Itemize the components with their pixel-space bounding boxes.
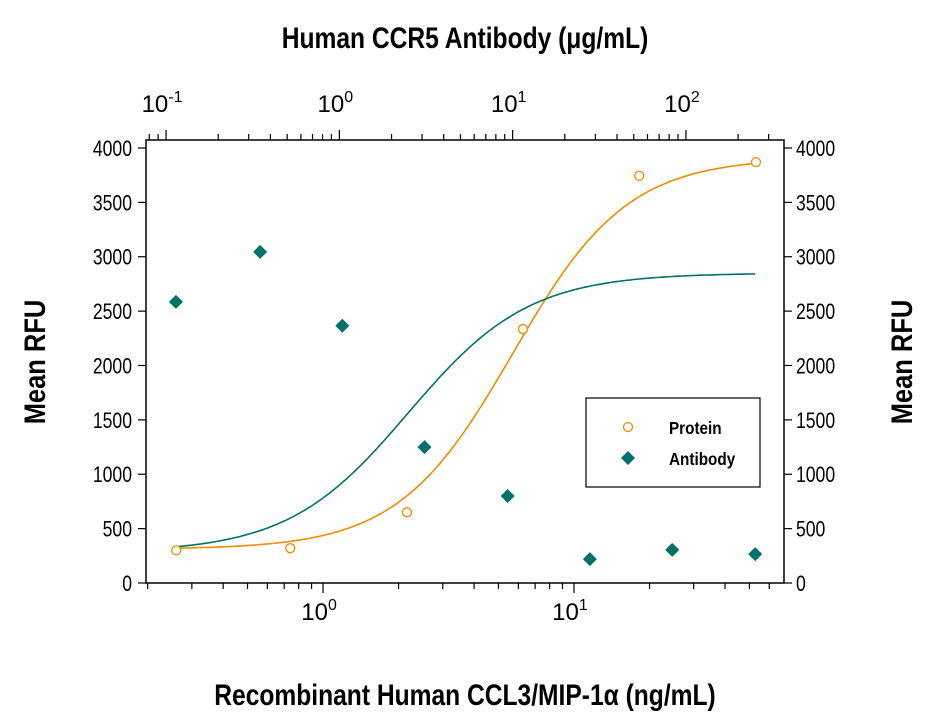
data-point-antibody (253, 244, 268, 259)
y-tick-label-right: 500 (796, 518, 825, 542)
legend-marker-protein (622, 421, 634, 433)
x-axis-label: Recombinant Human CCL3/MIP-1α (ng/mL) (214, 678, 715, 712)
y-axis-label-right: Mean RFU (885, 300, 918, 425)
x-top-tick-label: 100 (318, 89, 354, 118)
fit-curve-protein (176, 162, 756, 549)
data-point-antibody (335, 318, 350, 333)
data-point-protein (750, 156, 762, 168)
y-tick-label-left: 2000 (93, 355, 132, 379)
y-tick-label-right: 3000 (796, 246, 835, 270)
y-tick-label-left: 3500 (93, 192, 132, 216)
data-point-protein (401, 507, 413, 518)
y-tick-label-right: 2500 (796, 300, 835, 324)
legend-marker-antibody (621, 451, 635, 465)
legend-box (585, 397, 761, 488)
data-point-protein (634, 170, 645, 181)
legend: Protein Antibody (585, 397, 761, 488)
y-tick-label-left: 3000 (93, 246, 132, 270)
y-tick-label-right: 0 (796, 572, 806, 596)
y-tick-label-left: 4000 (93, 137, 132, 161)
x-bottom-tick-label: 101 (552, 597, 588, 626)
y-tick-label-left: 2500 (93, 300, 132, 324)
y-axis-label-left: Mean RFU (18, 300, 51, 425)
y-tick-label-right: 4000 (796, 137, 835, 161)
chart-title: Human CCR5 Antibody (μg/mL) (282, 21, 649, 55)
x-bottom-tick-label: 100 (301, 597, 337, 626)
x-top-tick-label: 102 (664, 89, 700, 118)
y-tick-label-right: 2000 (796, 355, 835, 379)
y-tick-label-right: 1500 (796, 409, 835, 433)
y-tick-label-left: 1000 (93, 463, 132, 487)
y-tick-label-left: 500 (103, 518, 132, 542)
data-point-antibody (168, 294, 183, 309)
data-point-protein (517, 323, 529, 335)
data-point-antibody (500, 489, 515, 503)
legend-label-antibody: Antibody (669, 449, 736, 469)
plot-frame (145, 139, 785, 584)
data-point-protein (171, 545, 182, 556)
y-tick-label-right: 1000 (796, 463, 835, 487)
y-tick-label-left: 0 (122, 572, 132, 596)
data-point-antibody (665, 542, 680, 557)
x-top-tick-label: 101 (491, 89, 527, 118)
data-point-antibody (417, 440, 432, 455)
fit-curve-antibody (175, 273, 756, 548)
legend-label-protein: Protein (669, 418, 722, 438)
data-point-antibody (582, 552, 597, 567)
data-point-protein (285, 543, 296, 554)
y-tick-label-left: 1500 (93, 409, 132, 433)
data-point-antibody (748, 547, 763, 562)
y-tick-label-right: 3500 (796, 192, 835, 216)
x-top-tick-label: 10-1 (142, 89, 183, 118)
